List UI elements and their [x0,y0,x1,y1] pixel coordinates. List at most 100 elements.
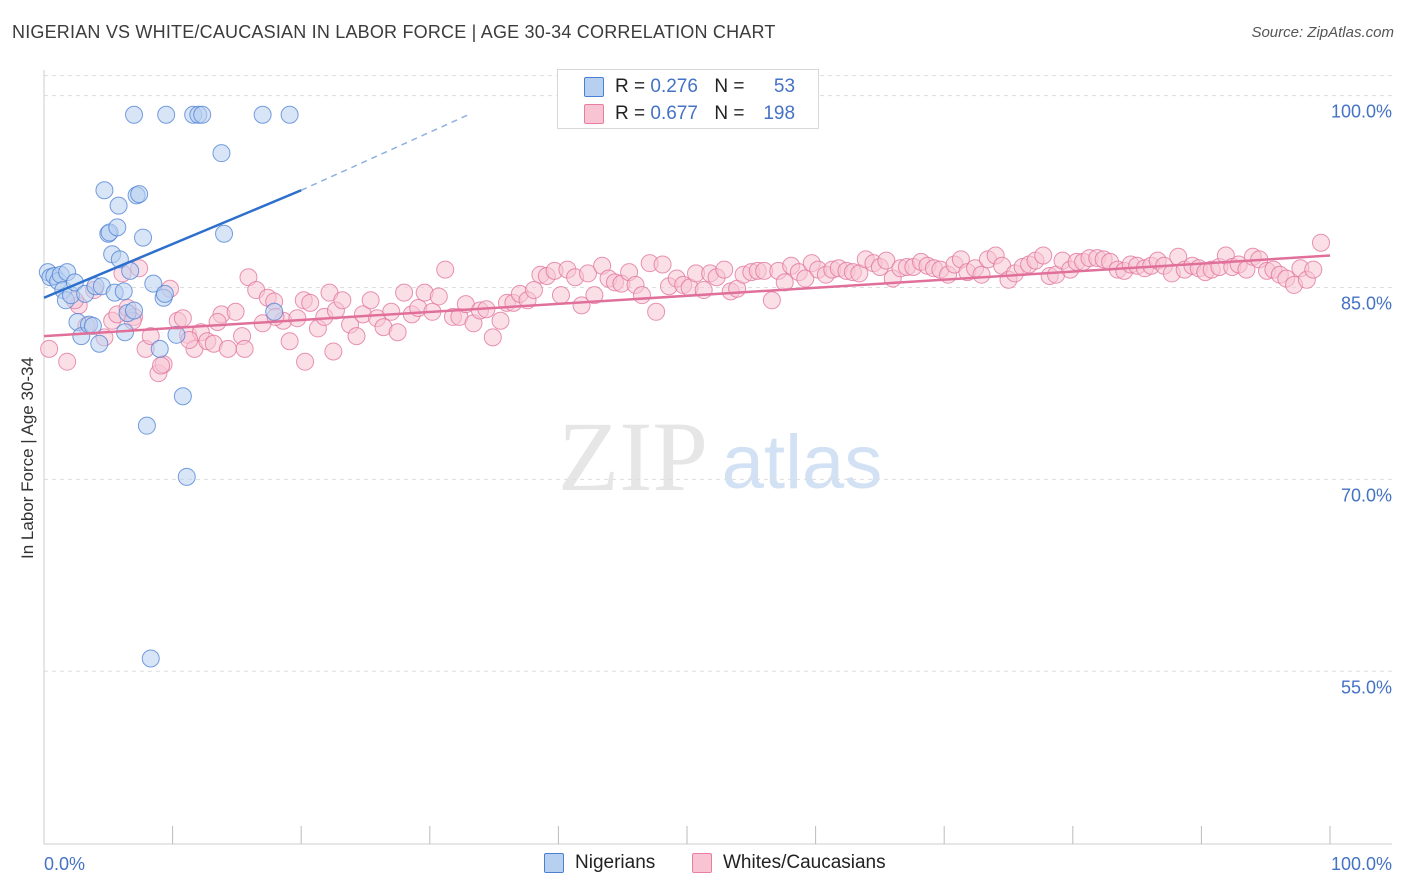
white-point [40,339,59,358]
legend-item-nigerians: Nigerians [544,852,655,874]
white-point [152,356,171,375]
nigerian-point [157,105,176,124]
whites-r-value: 0.677 [650,103,698,124]
white-trend-line [43,254,1331,338]
white-point [395,283,414,302]
y-tick-label: 100.0% [1331,102,1392,122]
nigerian-point [193,105,212,124]
nigerian-point [109,196,128,215]
nigerian-point [141,649,160,668]
white-point [578,264,597,283]
nigerian-point [108,218,127,237]
n-label: N = [714,103,745,124]
nigerian-point [265,302,284,321]
nigerian-point [95,181,114,200]
white-point [1311,233,1330,252]
x-tick-label-max: 100.0% [1331,854,1392,874]
white-point [58,352,77,371]
nigerian-point [114,282,133,301]
white-point [218,339,237,358]
nigerian-point [280,105,299,124]
nigerian-point [173,387,192,406]
nigerian-point [90,334,109,353]
white-point [715,260,734,279]
white-point [653,255,672,274]
white-point [347,327,366,346]
nigerian-trend-extension [300,114,469,191]
white-point [491,311,510,330]
nigerian-trend-line [43,189,302,299]
white-point [226,302,245,321]
white-point [877,251,896,270]
nigerian-point [215,224,234,243]
white-point [632,286,651,305]
white-point [173,309,192,328]
white-point [382,302,401,321]
white-point [524,281,543,300]
white-point [333,291,352,310]
correlation-legend: R = 0.276 N = 53 R = 0.677 N = 198 [557,69,819,129]
axes [43,70,1392,845]
y-tick-label: 70.0% [1341,485,1392,505]
nigerians-n-value: 53 [773,76,796,97]
nigerian-point [253,105,272,124]
white-point [429,287,448,306]
white-point [288,309,307,328]
whites-swatch [584,104,604,124]
r-label: R = [615,103,646,124]
chart-title: NIGERIAN VS WHITE/CAUCASIAN IN LABOR FOR… [12,22,776,42]
nigerian-point [144,274,163,293]
nigerian-point [134,228,153,247]
white-point [436,260,455,279]
trend-lines [43,114,1331,338]
watermark: ZIP atlas [558,401,882,512]
legend-row-whites: R = 0.677 N = 198 [584,102,795,126]
nigerian-point [125,105,144,124]
nigerian-point [150,339,169,358]
nigerians-legend-swatch [544,853,564,873]
nigerian-point [167,325,186,344]
x-tick-label-min: 0.0% [44,854,85,874]
data-points [38,105,1330,668]
whites-legend-swatch [692,853,712,873]
whites-n-value: 198 [763,103,796,124]
whites-legend-label: Whites/Caucasians [723,852,886,873]
white-point [1304,260,1323,279]
white-point [796,269,815,288]
white-point [208,313,227,332]
tick-labels: 55.0% 70.0% 85.0% 100.0% 0.0% 100.0% [44,102,1392,874]
y-tick-label: 85.0% [1341,293,1392,313]
white-point [141,327,160,346]
nigerian-point [212,144,231,163]
white-point [647,302,666,321]
white-point [388,323,407,342]
r-label: R = [615,76,646,97]
legend-item-whites: Whites/Caucasians [692,852,886,874]
white-point [551,286,570,305]
nigerian-point [177,467,196,486]
white-point [301,293,320,312]
white-point [762,291,781,310]
nigerians-swatch [584,77,604,97]
white-point [1034,246,1053,265]
white-point [280,332,299,351]
white-point [361,291,380,310]
white-point [585,286,604,305]
watermark-zip: ZIP [558,401,708,512]
y-tick-label: 55.0% [1341,677,1392,697]
white-point [235,339,254,358]
white-point [972,265,991,284]
nigerian-point [125,301,144,320]
watermark-atlas: atlas [722,420,883,505]
nigerians-legend-label: Nigerians [575,852,656,873]
n-label: N = [714,76,745,97]
nigerian-point [130,185,149,204]
nigerian-point [83,316,102,335]
legend-row-nigerians: R = 0.276 N = 53 [584,75,795,99]
nigerians-r-value: 0.276 [650,76,698,97]
nigerian-point [137,416,156,435]
white-point [324,342,343,361]
grid-lines [44,75,1392,672]
nigerian-point [155,284,174,303]
